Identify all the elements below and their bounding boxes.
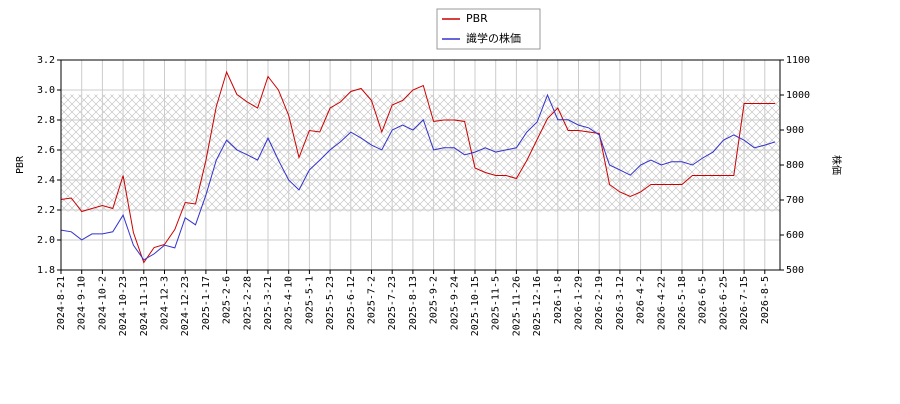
x-tick-label: 2025-9-24 (449, 276, 460, 330)
x-tick-label: 2025-7-23 (387, 276, 398, 330)
y2-tick-label: 600 (786, 230, 804, 241)
x-tick-label: 2024-12-3 (160, 276, 171, 330)
x-tick-label: 2026-6-5 (698, 276, 709, 324)
y-tick-label: 2.0 (37, 235, 55, 246)
x-tick-label: 2024-10-23 (118, 276, 129, 336)
y-axis-label: PBR (15, 155, 26, 174)
plot-frame (60, 59, 781, 271)
x-tick-label: 2025-2-6 (222, 276, 233, 324)
x-tick-label: 2026-8-5 (760, 276, 771, 324)
series-line (60, 93, 776, 261)
y2-tick-label: 700 (786, 195, 804, 206)
x-tick-label: 2025-10-15 (470, 276, 481, 336)
legend-box (436, 8, 541, 50)
x-tick-label: 2026-7-15 (739, 276, 750, 330)
x-tick-label: 2025-11-26 (511, 276, 522, 336)
hatch-band (61, 94, 780, 212)
x-tick-label: 2026-5-18 (677, 276, 688, 330)
x-tick-label: 2025-7-2 (367, 276, 378, 324)
x-tick-label: 2025-9-2 (429, 276, 440, 324)
y-tick-label: 2.8 (37, 115, 55, 126)
series-line (60, 70, 776, 264)
legend: PBR 識学の株価 (436, 8, 541, 50)
legend-label: 識学の株価 (466, 31, 521, 45)
x-tick-label: 2025-3-21 (263, 276, 274, 330)
x-tick-label: 2026-1-29 (574, 276, 585, 330)
x-tick-label: 2025-6-12 (346, 276, 357, 330)
x-tick-label: 2026-1-8 (553, 276, 564, 324)
x-tick-label: 2025-11-5 (491, 276, 502, 330)
y2-tick-label: 1000 (786, 90, 810, 101)
x-tick-label: 2025-2-28 (242, 276, 253, 330)
y2-tick-label: 1100 (786, 55, 810, 66)
x-tick-label: 2025-1-17 (201, 276, 212, 330)
x-tick-label: 2024-9-10 (77, 276, 88, 330)
x-tick-label: 2026-4-2 (636, 276, 647, 324)
y-tick-label: 2.2 (37, 205, 55, 216)
x-tick-label: 2024-12-23 (180, 276, 191, 336)
x-tick-label: 2025-12-16 (532, 276, 543, 336)
x-tick-label: 2026-6-25 (718, 276, 729, 330)
x-tick-label: 2024-8-21 (56, 276, 67, 330)
x-tick-label: 2024-10-2 (97, 276, 108, 330)
x-tick-label: 2026-4-22 (656, 276, 667, 330)
y2-tick-label: 900 (786, 125, 804, 136)
y-tick-label: 3.2 (37, 55, 55, 66)
y2-axis-label: 株価 (830, 155, 843, 175)
x-tick-label: 2026-3-12 (615, 276, 626, 330)
y-tick-label: 2.6 (37, 145, 55, 156)
x-tick-label: 2026-2-19 (594, 276, 605, 330)
x-tick-label: 2024-11-13 (139, 276, 150, 336)
legend-label: PBR (466, 12, 488, 25)
x-tick-label: 2025-5-1 (304, 276, 315, 324)
x-tick-label: 2025-4-10 (284, 276, 295, 330)
y2-tick-label: 800 (786, 160, 804, 171)
y-tick-label: 1.8 (37, 265, 55, 276)
x-tick-label: 2025-5-23 (325, 276, 336, 330)
y2-tick-label: 500 (786, 265, 804, 276)
y-tick-label: 3.0 (37, 85, 55, 96)
x-tick-label: 2025-8-13 (408, 276, 419, 330)
y-tick-label: 2.4 (37, 175, 55, 186)
